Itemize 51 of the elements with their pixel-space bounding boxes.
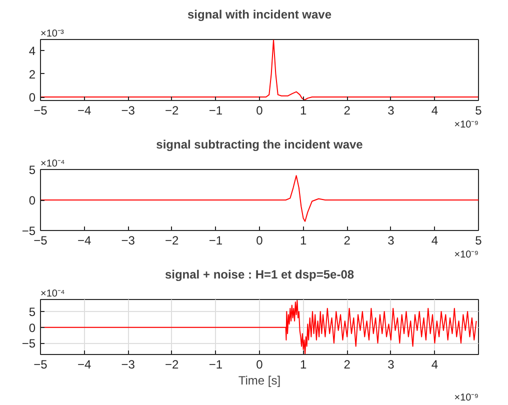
x-tick-label: 1 bbox=[300, 358, 307, 372]
x-tick-label: −4 bbox=[77, 358, 92, 372]
x-tick-label: −2 bbox=[165, 234, 180, 248]
y-tick-label: 4 bbox=[28, 44, 36, 58]
line-series bbox=[40, 40, 478, 100]
x-tick-label: 1 bbox=[300, 104, 307, 118]
x-tick-label: −3 bbox=[121, 104, 136, 118]
x-tick-label: 3 bbox=[388, 104, 395, 118]
x-tick-label: −2 bbox=[165, 104, 180, 118]
x-tick-label: 4 bbox=[431, 234, 438, 248]
x-tick-label: 0 bbox=[256, 104, 264, 118]
x-tick-label: 2 bbox=[344, 104, 351, 118]
chart-title: signal + noise : H=1 et dsp=5e-08 bbox=[164, 268, 354, 282]
x-tick-label: −3 bbox=[121, 234, 136, 248]
x-axis-title: Time [s] bbox=[238, 374, 281, 388]
y-tick-label: 0 bbox=[28, 194, 36, 208]
x-tick-label: 0 bbox=[256, 234, 264, 248]
x-tick-label: −1 bbox=[208, 234, 223, 248]
y-tick-label: 5 bbox=[28, 163, 36, 177]
x-tick-label: −2 bbox=[165, 358, 180, 372]
y-tick-label: −5 bbox=[22, 224, 36, 238]
annotation: ×10⁻³ bbox=[40, 28, 64, 40]
annotation: ×10⁻⁴ bbox=[40, 288, 65, 300]
x-tick-label: −1 bbox=[208, 104, 223, 118]
x-tick-label: 4 bbox=[431, 104, 438, 118]
x-tick-label: −3 bbox=[121, 358, 136, 372]
x-tick-label: 5 bbox=[475, 234, 482, 248]
chart-title: signal with incident wave bbox=[187, 8, 332, 22]
x-tick-label: 1 bbox=[300, 234, 307, 248]
line-series bbox=[40, 300, 477, 354]
chart-title: signal subtracting the incident wave bbox=[156, 138, 364, 152]
x-tick-label: 4 bbox=[431, 358, 438, 372]
x-tick-label: 3 bbox=[388, 234, 395, 248]
x-tick-label: 0 bbox=[256, 358, 264, 372]
x-tick-label: −4 bbox=[77, 104, 92, 118]
text: ×10⁻⁹ bbox=[454, 392, 479, 404]
x-tick-label: 5 bbox=[475, 104, 482, 118]
text: ×10⁻⁴ bbox=[40, 158, 65, 170]
y-tick-label: −5 bbox=[22, 336, 36, 351]
y-tick-label: 2 bbox=[28, 67, 36, 82]
text: ×10⁻⁹ bbox=[454, 250, 479, 260]
line-series bbox=[40, 175, 478, 222]
y-tick-label: 0 bbox=[28, 90, 36, 105]
y-tick-label: 5 bbox=[28, 305, 36, 320]
x-tick-label: −1 bbox=[208, 358, 223, 372]
x-tick-label: 2 bbox=[344, 234, 351, 248]
x-tick-label: 2 bbox=[344, 358, 351, 372]
x-tick-label: −4 bbox=[77, 234, 92, 248]
x-tick-label: 3 bbox=[388, 358, 395, 372]
y-tick-label: 0 bbox=[28, 320, 36, 335]
text: ×10⁻⁹ bbox=[454, 120, 479, 130]
